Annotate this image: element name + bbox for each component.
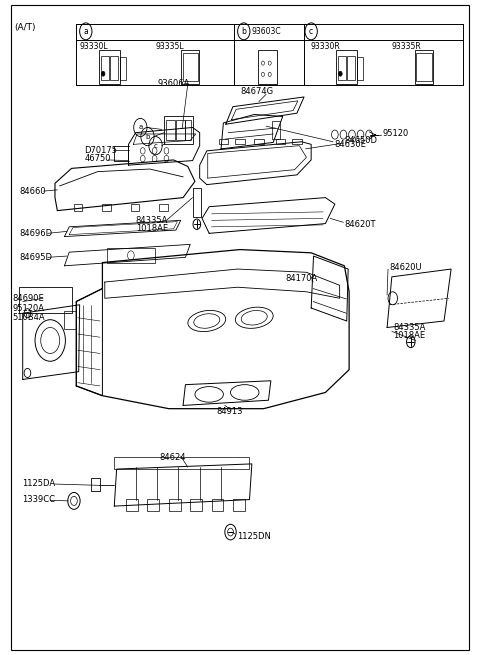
- Bar: [336, 50, 358, 84]
- Bar: [272, 121, 280, 139]
- Bar: [74, 204, 83, 211]
- Text: 93335R: 93335R: [392, 43, 421, 52]
- Bar: [415, 50, 433, 84]
- Text: 1018AE: 1018AE: [136, 224, 168, 233]
- Text: 84695D: 84695D: [19, 253, 52, 262]
- Text: 84696D: 84696D: [19, 229, 52, 238]
- Text: 93335L: 93335L: [156, 43, 184, 52]
- Text: 93603C: 93603C: [252, 27, 281, 36]
- Bar: [64, 310, 76, 329]
- Text: 84620T: 84620T: [344, 220, 376, 229]
- Bar: [159, 204, 168, 211]
- Text: 1125DA: 1125DA: [22, 479, 55, 488]
- Text: 93330R: 93330R: [310, 43, 340, 52]
- Text: D70175: D70175: [84, 145, 118, 155]
- Text: a: a: [138, 124, 143, 130]
- Text: 95120: 95120: [383, 130, 408, 138]
- Text: 510B4A: 510B4A: [12, 312, 45, 322]
- Bar: [107, 248, 155, 263]
- Bar: [147, 499, 159, 511]
- Bar: [338, 56, 346, 80]
- Bar: [101, 56, 108, 80]
- Bar: [219, 139, 228, 144]
- Bar: [254, 139, 264, 144]
- Circle shape: [101, 71, 105, 76]
- Bar: [120, 57, 126, 81]
- Text: 84650D: 84650D: [344, 136, 377, 145]
- Text: 95120A: 95120A: [12, 303, 44, 312]
- Bar: [358, 57, 363, 81]
- Text: 84630E: 84630E: [334, 140, 366, 149]
- Bar: [164, 117, 192, 143]
- Text: 84674G: 84674G: [240, 87, 273, 96]
- Bar: [258, 50, 276, 84]
- Bar: [190, 499, 202, 511]
- Text: 84660: 84660: [19, 187, 46, 196]
- Text: 84335A: 84335A: [136, 216, 168, 225]
- Bar: [185, 121, 191, 140]
- Text: a: a: [84, 27, 88, 36]
- Text: c: c: [309, 27, 313, 36]
- Bar: [102, 204, 111, 211]
- Bar: [212, 499, 223, 511]
- Bar: [169, 499, 180, 511]
- Text: 1339CC: 1339CC: [22, 495, 55, 504]
- Bar: [177, 121, 185, 140]
- Text: 84335A: 84335A: [393, 323, 426, 332]
- Text: 1125DN: 1125DN: [237, 532, 271, 541]
- Bar: [276, 139, 285, 144]
- Bar: [91, 478, 100, 491]
- Text: b: b: [145, 134, 150, 140]
- Text: 93330L: 93330L: [80, 43, 108, 52]
- Text: 84913: 84913: [216, 407, 243, 417]
- Text: c: c: [154, 143, 157, 149]
- Text: 93606A: 93606A: [158, 79, 190, 88]
- Bar: [347, 56, 355, 80]
- Circle shape: [338, 71, 342, 76]
- Bar: [233, 499, 245, 511]
- Text: 84690E: 84690E: [12, 294, 44, 303]
- Bar: [192, 188, 201, 217]
- Bar: [166, 121, 175, 140]
- Bar: [292, 139, 301, 144]
- Bar: [19, 288, 72, 313]
- Bar: [235, 139, 245, 144]
- Bar: [181, 50, 199, 84]
- Bar: [99, 50, 120, 84]
- Bar: [182, 53, 198, 81]
- Bar: [126, 499, 138, 511]
- Text: 1018AE: 1018AE: [393, 331, 425, 341]
- Text: (A/T): (A/T): [14, 23, 36, 32]
- Text: b: b: [241, 27, 246, 36]
- Bar: [114, 457, 250, 469]
- Text: 46750: 46750: [84, 154, 111, 163]
- Bar: [417, 53, 432, 81]
- Bar: [110, 56, 118, 80]
- Text: 84620U: 84620U: [389, 263, 422, 272]
- Bar: [131, 204, 139, 211]
- Text: 84170A: 84170A: [285, 274, 317, 283]
- Text: 84624: 84624: [159, 453, 186, 462]
